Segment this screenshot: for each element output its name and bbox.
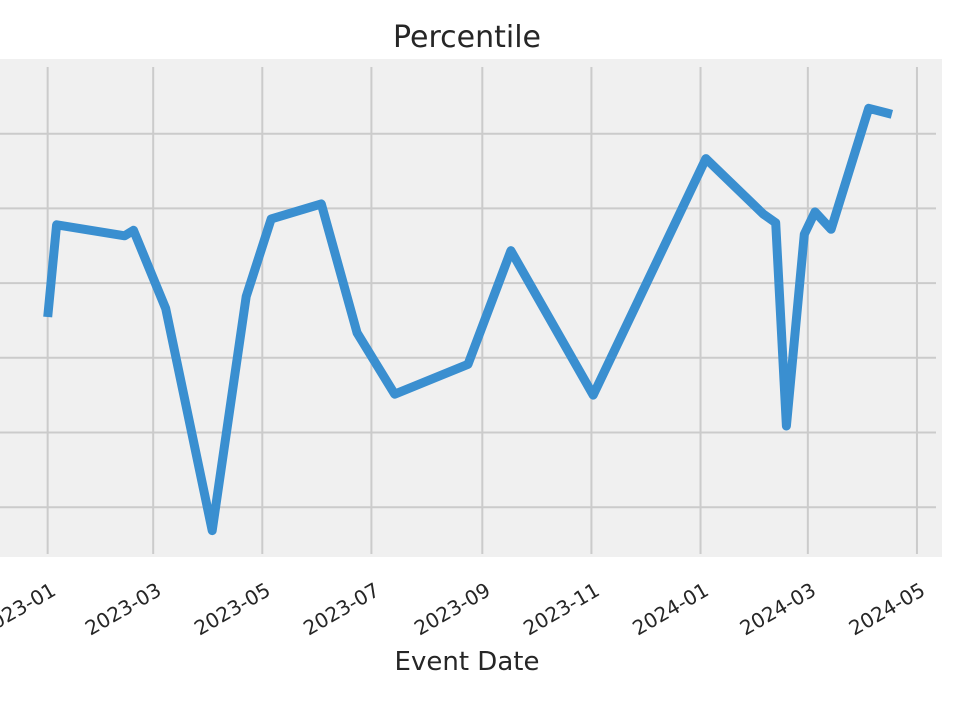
x-tick-label-3: 2023-07 [299, 578, 383, 641]
x-tick-labels: 2023-01 2023-03 2023-05 2023-07 2023-09 2023-… [0, 578, 929, 641]
x-tick-label-0: 2023-01 [0, 578, 60, 641]
x-axis-label: Event Date [395, 647, 540, 677]
x-tick-label-6: 2024-01 [628, 578, 712, 641]
plot-area-background [0, 59, 942, 557]
chart-title: Percentile [393, 20, 541, 55]
x-tick-label-5: 2023-11 [519, 578, 603, 641]
grid-lines [0, 67, 936, 554]
x-tick-label-8: 2024-05 [845, 578, 929, 641]
x-tick-label-1: 2023-03 [81, 578, 165, 641]
series-group [43, 103, 894, 536]
x-tick-label-2: 2023-05 [190, 578, 274, 641]
x-tick-label-7: 2024-03 [736, 578, 820, 641]
x-tick-label-4: 2023-09 [410, 578, 494, 641]
